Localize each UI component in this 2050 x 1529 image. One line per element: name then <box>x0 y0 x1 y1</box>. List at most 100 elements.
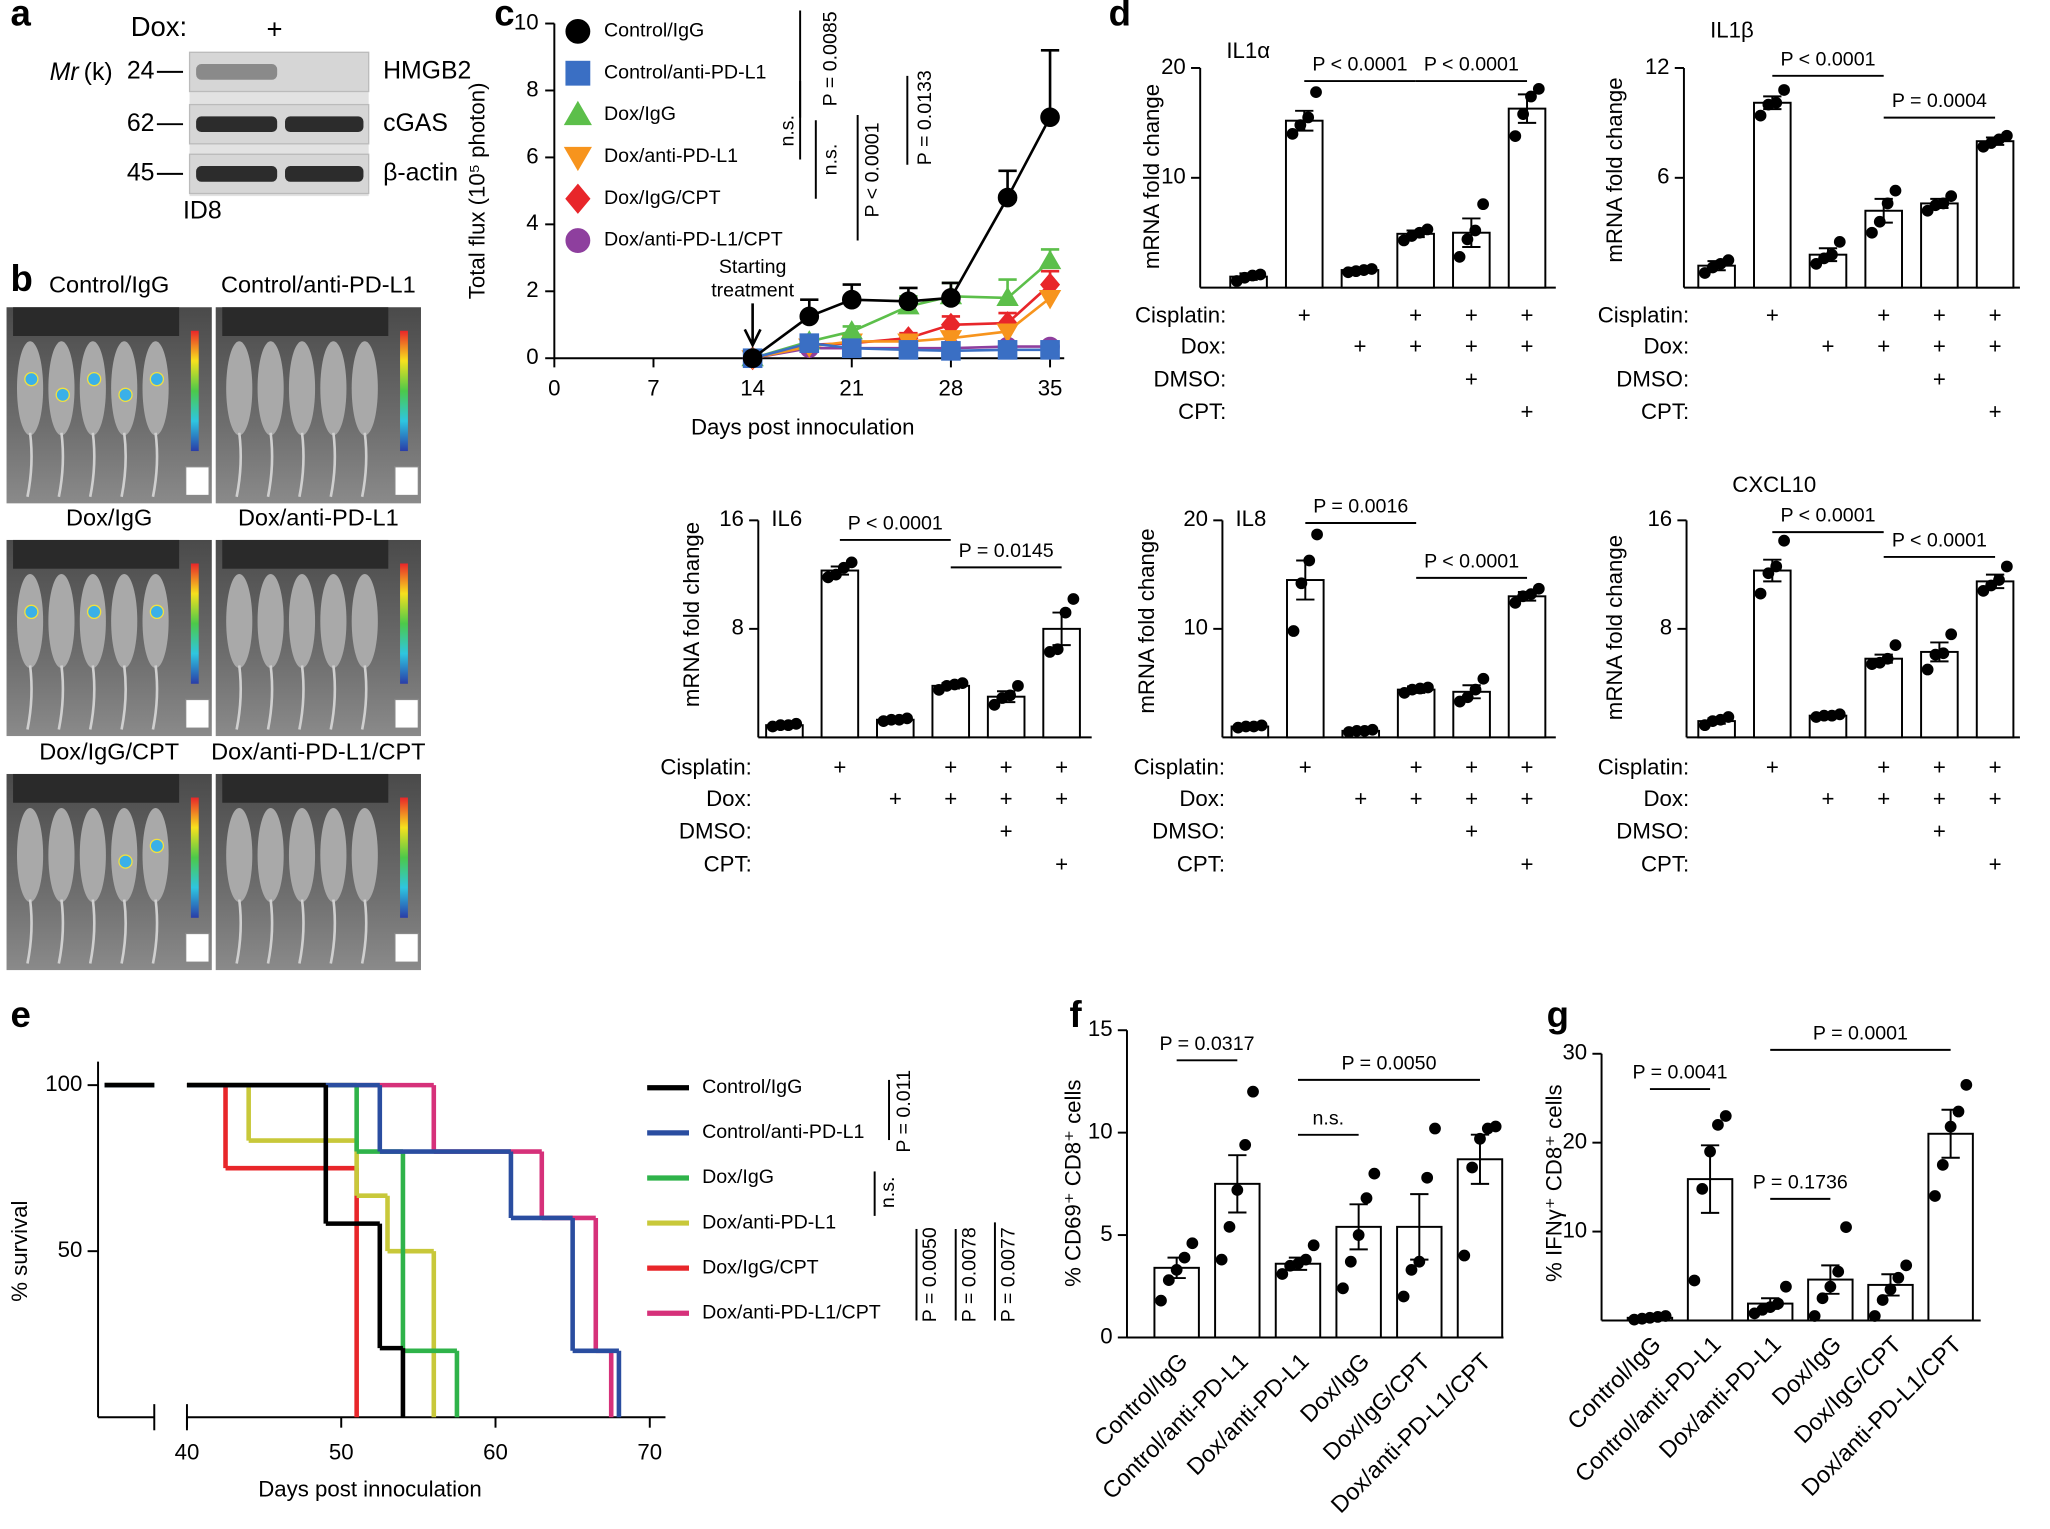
y-tick-label: 20 <box>1183 506 1208 531</box>
condition-label: Dox: <box>1643 786 1689 811</box>
data-point <box>1778 534 1790 547</box>
scale-box <box>394 466 420 497</box>
data-point <box>1458 1249 1471 1262</box>
condition-label: Cisplatin: <box>1135 302 1226 327</box>
p-value: n.s. <box>777 115 799 147</box>
data-point <box>1719 1110 1732 1122</box>
x-tick-label: 7 <box>647 375 659 400</box>
x-tick-label: 60 <box>483 1440 508 1465</box>
tail <box>360 899 368 964</box>
data-point <box>1921 663 1934 676</box>
condition-mark: + <box>1465 366 1478 391</box>
data-point <box>1532 82 1545 95</box>
error-bar <box>1349 1203 1368 1251</box>
condition-mark: + <box>1465 334 1478 359</box>
signal <box>118 854 133 869</box>
mouse <box>16 807 44 903</box>
scale-box <box>184 698 210 729</box>
data-point <box>1286 127 1299 140</box>
mouse <box>257 807 284 903</box>
condition-label: DMSO: <box>1153 366 1226 391</box>
marker <box>996 323 1019 343</box>
marker <box>841 338 862 358</box>
condition-mark: + <box>1521 786 1534 811</box>
data-point <box>1808 1310 1821 1322</box>
marker <box>742 348 763 369</box>
mw-label: 45 <box>127 159 155 186</box>
mouse <box>226 573 253 669</box>
mouse <box>320 807 347 903</box>
legend-label: Dox/anti-PD-L1 <box>604 145 738 167</box>
x-tick-label: 50 <box>329 1440 354 1465</box>
data-point <box>1186 1237 1199 1250</box>
legend-marker <box>563 100 592 126</box>
data-point <box>1215 1253 1228 1266</box>
tail <box>151 432 159 498</box>
data-point <box>1255 719 1268 732</box>
data-point <box>1840 1221 1852 1234</box>
mouse <box>257 341 284 436</box>
mr-unit: (k) <box>84 59 113 86</box>
y-tick-label: 50 <box>58 1237 83 1262</box>
data-point <box>1067 593 1080 605</box>
data-point <box>1892 1271 1905 1284</box>
bar <box>1284 119 1324 289</box>
p-value: P = 0.0050 <box>1341 1052 1436 1074</box>
image-label: Control/IgG <box>49 272 169 298</box>
tail <box>235 432 243 498</box>
p-value: n.s. <box>820 144 842 176</box>
color-scale <box>190 563 199 684</box>
p-value: P = 0.0016 <box>1313 495 1408 517</box>
x-tick-label: 35 <box>1038 375 1063 400</box>
data-point <box>1303 554 1316 567</box>
data-point <box>1453 250 1466 263</box>
condition-mark: + <box>1521 755 1534 780</box>
mouse <box>48 573 75 669</box>
color-scale <box>190 330 199 452</box>
y-tick-label: 8 <box>732 615 744 640</box>
data-point <box>1866 226 1878 239</box>
data-point <box>1659 1310 1672 1322</box>
data-point <box>1254 268 1267 281</box>
condition-label: Dox: <box>1181 334 1227 359</box>
p-value: P < 0.0001 <box>1424 54 1519 76</box>
tail <box>360 432 368 498</box>
tail <box>88 899 96 964</box>
y-axis-title: % IFNγ⁺ CD8⁺ cells <box>1542 1084 1567 1282</box>
data-point <box>1816 1292 1829 1305</box>
y-tick-label: 100 <box>45 1071 82 1096</box>
p-value: P = 0.0001 <box>1813 1022 1908 1044</box>
data-point <box>1889 639 1902 652</box>
data-point <box>1469 683 1482 696</box>
data-point <box>1059 606 1072 619</box>
y-tick-label: 0 <box>526 344 538 369</box>
tail <box>360 665 368 730</box>
condition-label: Dox: <box>706 786 752 811</box>
condition-label: DMSO: <box>1152 819 1225 844</box>
data-point <box>1302 111 1315 124</box>
holder <box>222 773 389 803</box>
condition-label: DMSO: <box>1616 819 1689 844</box>
bar <box>1927 1132 1974 1322</box>
tail <box>88 665 96 730</box>
condition-mark: + <box>1933 334 1946 359</box>
data-point <box>1884 1283 1897 1296</box>
data-point <box>1762 567 1775 580</box>
data-point <box>1413 1255 1426 1268</box>
p-value: P = 0.0145 <box>959 540 1054 562</box>
p-value: P = 0.011 <box>893 1070 915 1153</box>
color-scale <box>190 797 199 918</box>
signal <box>86 371 102 387</box>
condition-mark: + <box>944 786 957 811</box>
condition-mark: + <box>1055 786 1068 811</box>
marker <box>1040 340 1060 360</box>
marker <box>997 340 1018 360</box>
y-axis-title: mRNA fold change <box>1602 535 1627 720</box>
data-point <box>1397 1290 1410 1303</box>
p-value: P < 0.0001 <box>1892 529 1987 551</box>
data-point <box>1421 1171 1434 1184</box>
data-point <box>1429 1122 1441 1135</box>
y-axis-title: mRNA fold change <box>1134 528 1159 713</box>
